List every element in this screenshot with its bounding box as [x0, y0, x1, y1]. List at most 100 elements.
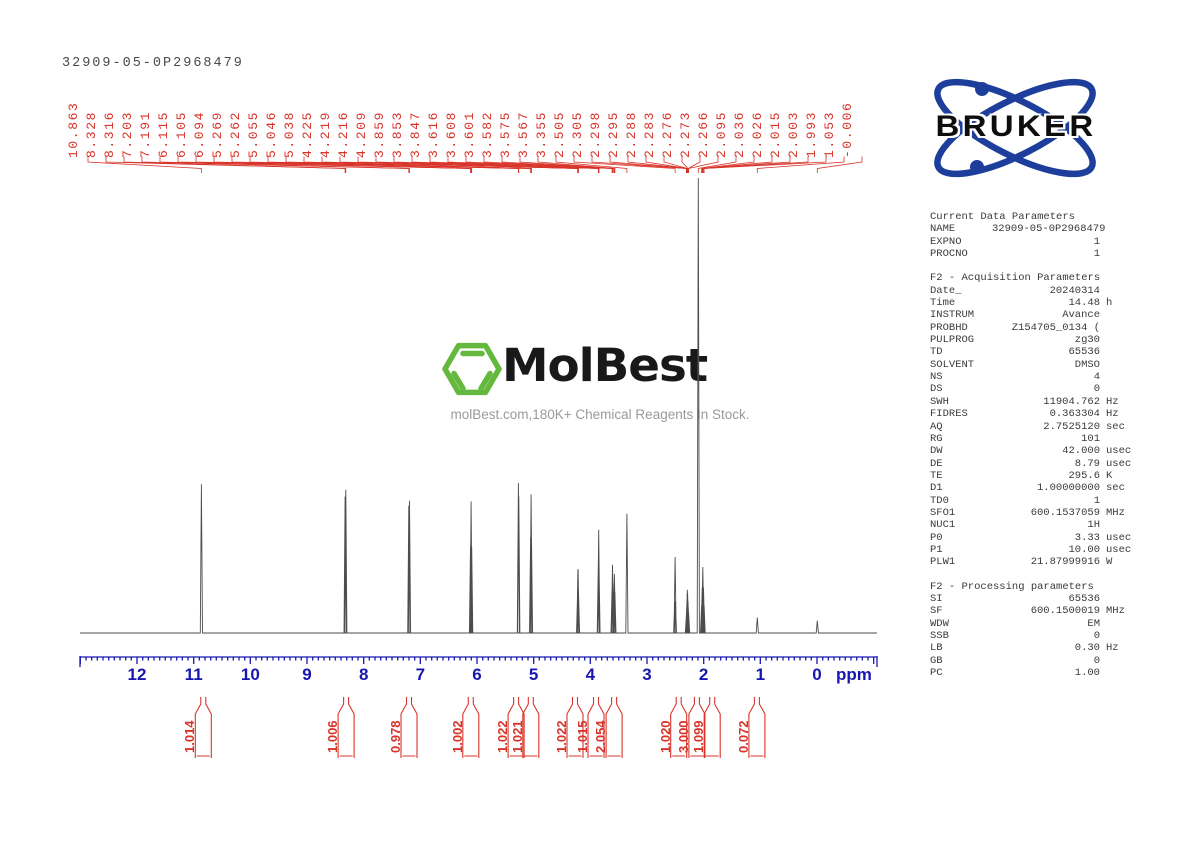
param-label: SWH [930, 395, 949, 408]
peak-label: 3.575 [498, 110, 513, 158]
integral-value: 0.978 [388, 720, 403, 753]
axis-tick-label: 11 [184, 665, 203, 684]
param-unit: usec [1106, 531, 1132, 544]
param-unit [1100, 309, 1140, 321]
integral-bracket [748, 697, 766, 758]
peak-label: 3.355 [534, 110, 549, 158]
param-row: TE 295.6 K [930, 470, 1140, 482]
param-section: F2 - Processing parameters SI 65536 SF 600.1… [930, 581, 1140, 680]
peak-label: 2.276 [660, 110, 675, 158]
peak-label: 3.567 [516, 110, 531, 158]
param-value: 65536 [1068, 592, 1100, 605]
param-unit [1100, 433, 1140, 445]
integral-value: 3.000 [675, 720, 691, 753]
axis-ticks [79, 656, 878, 667]
axis-tick-label: 4 [585, 665, 596, 684]
peak-pointer-line [429, 156, 600, 173]
peak-label: 6.115 [156, 110, 171, 158]
peak-label: 4.216 [336, 110, 351, 158]
param-label: D1 [930, 482, 943, 495]
param-value: 1 [1093, 494, 1100, 507]
watermark: MolBest molBest.com,180K+ Chemical Reage… [440, 335, 760, 435]
param-unit [1100, 236, 1140, 248]
param-unit [1100, 383, 1140, 395]
molbest-brand-text: MolBest [502, 339, 708, 392]
peak-pointer-line [703, 156, 809, 173]
param-label: RG [930, 432, 943, 445]
param-unit: usec [1106, 457, 1132, 470]
param-section-heading: F2 - Processing parameters [930, 580, 1094, 593]
integral-bracket [688, 697, 706, 758]
peak-label: 4.219 [318, 110, 333, 158]
integral-value: 1.015 [575, 720, 590, 753]
peak-label: -0.006 [840, 101, 855, 158]
param-row: WDW EM [930, 618, 1140, 630]
param-row: SSB 0 [930, 630, 1140, 642]
param-value: 11904.762 [1043, 395, 1100, 408]
x-axis-ruler [79, 656, 878, 667]
integral-value: 1.014 [182, 720, 198, 753]
param-label: Date_ [930, 284, 962, 297]
param-row: PC 1.00 [930, 667, 1140, 679]
integral-bracket [605, 697, 623, 758]
integral-brackets [194, 697, 766, 758]
peak-pointer-line [213, 156, 473, 173]
bruker-orbits-icon [934, 78, 1096, 178]
param-unit: MHz [1106, 506, 1125, 519]
param-label: WDW [930, 617, 949, 630]
param-value: 295.6 [1068, 469, 1100, 482]
integral-bracket [703, 697, 721, 758]
param-value: 8.79 [1074, 457, 1100, 470]
peak-label: 3.853 [390, 110, 405, 158]
param-unit [1100, 655, 1140, 667]
peak-label: 5.038 [282, 110, 297, 158]
peak-pointer-line [303, 156, 532, 173]
param-row: P1 10.00 usec [930, 544, 1140, 556]
peak-label: 3.582 [480, 110, 495, 158]
molbest-hexagon-icon [442, 342, 502, 396]
peak-pointer-line [573, 156, 676, 173]
param-value: 0 [1093, 654, 1100, 667]
peak-label: 2.298 [588, 110, 603, 158]
param-unit [1100, 285, 1140, 297]
axis-tick-label: 12 [127, 665, 147, 684]
param-unit: usec [1106, 445, 1132, 458]
param-row: AQ 2.7525120 sec [930, 421, 1140, 433]
integral-value: 1.022 [495, 720, 511, 753]
peak-label: 5.262 [228, 110, 243, 158]
param-label: TD [930, 346, 943, 359]
param-section-heading: F2 - Acquisition Parameters [930, 272, 1101, 285]
param-value: 1H [1087, 519, 1100, 532]
param-label: PROCNO [930, 248, 968, 261]
peak-pointer-line [123, 156, 347, 173]
peak-label: 2.036 [732, 110, 747, 158]
peak-label: 2.015 [768, 110, 783, 158]
param-value: 0 [1093, 383, 1100, 396]
peak-label: 3.859 [372, 110, 387, 158]
param-row: NS 4 [930, 371, 1140, 383]
axis-tick-label: 0 [812, 665, 822, 684]
peak-label: 2.003 [786, 110, 801, 158]
param-value: 0.30 [1074, 642, 1100, 655]
param-label: PC [930, 667, 943, 680]
peak-label: 5.055 [246, 110, 261, 158]
param-row: NAME 32909-05-0P2968479 [930, 223, 1140, 235]
integral-value: 1.002 [449, 720, 465, 753]
peak-label: 5.046 [264, 110, 279, 158]
param-row: PROBHD Z154705_0134 ( [930, 322, 1140, 334]
param-label: SFO1 [930, 506, 956, 519]
param-unit [1100, 248, 1140, 260]
axis-tick-label: 3 [642, 665, 652, 684]
peak-pointer-line [701, 156, 755, 173]
param-value: 4 [1093, 371, 1100, 384]
peak-pointer-line [756, 156, 845, 173]
param-value: 65536 [1068, 346, 1100, 359]
peak-label: 6.105 [174, 110, 189, 158]
peak-pointer-lines [87, 156, 863, 173]
param-row: SF 600.1500019 MHz [930, 605, 1140, 617]
param-label: AQ [930, 420, 943, 433]
param-value: DMSO [1074, 358, 1100, 371]
param-label: PLW1 [930, 556, 956, 569]
